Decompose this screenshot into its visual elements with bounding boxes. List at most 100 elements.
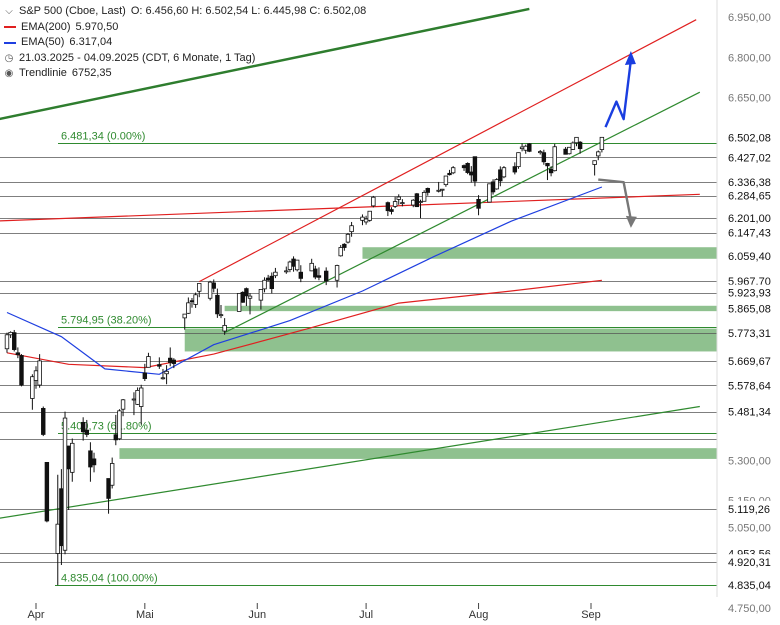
candle-body [197,283,202,292]
candle-body [338,247,343,257]
candle-body [342,243,347,248]
candle-body [258,288,264,301]
projection-down-path [598,178,633,221]
y-tick-label: 4.750,00 [728,603,771,615]
candle-body [371,196,376,207]
candle-body [418,201,423,203]
trend-line [0,193,700,222]
candle-body [450,167,456,174]
y-tick-label: 5.050,00 [728,522,771,534]
price-label: 6.059,40 [728,251,771,263]
y-tick-label: 5.300,00 [728,455,771,467]
price-label-box [724,129,776,145]
ema200-line [6,279,602,369]
candle-body [487,183,492,203]
price-label-box [724,187,776,203]
y-tick-label: 6.650,00 [728,93,771,105]
candle-body [131,398,137,401]
legend-ema50-value: 6.317,04 [69,36,113,48]
candle-body [472,156,478,182]
candle-body [440,188,445,191]
candle-body [596,151,601,157]
candle-body [421,192,427,202]
price-label: 6.427,02 [728,152,771,164]
candle-body [84,429,89,435]
candle-body [411,199,416,206]
price-label-box [724,224,776,240]
price-label: 5.773,31 [728,328,771,340]
legend-trend-row[interactable]: ◉ Trendlinie 6752,35 [4,66,366,82]
candle-body [215,294,220,315]
price-label-box [724,577,776,593]
candle-body [62,417,68,551]
candle-body [193,294,198,305]
legend-ohlc: O: 6.456,60 H: 6.502,54 L: 6.445,98 C: 6… [130,5,367,17]
fib-level-label: 5.794,95 (38.20%) [61,315,152,327]
candle-body [498,169,503,182]
candle-body [120,399,126,410]
price-label-box [724,248,776,264]
chevron-down-icon[interactable]: ⌵ [5,6,13,17]
candle-body [501,167,507,178]
candle-body [240,291,245,303]
candle-body [599,136,605,150]
candle-body [44,461,50,522]
plot-area: 6.481,34 (0.00%) 5.794,95 (38.20%) 5.400,7… [0,7,717,586]
candle-body [548,168,554,174]
candle-body [109,463,115,486]
candle-body [41,408,46,435]
ema50-swatch [4,41,16,44]
price-label-box [724,300,776,316]
candle-body [8,331,13,336]
target-icon: ◉ [4,68,14,79]
candle-body [33,370,39,381]
candle-body [294,259,300,271]
candle-body [146,356,151,368]
candle-body [222,324,227,332]
candle-body [157,364,162,367]
candle-body [287,261,293,270]
candle-body [567,146,572,155]
candle-body [349,225,354,233]
candle-body [265,277,271,281]
plot-content: 6.481,34 (0.00%) 5.794,95 (38.20%) 5.400,7… [0,7,717,586]
candle-body [538,151,543,154]
projection-up-path [604,59,633,128]
candle-body [80,421,86,433]
candle-body [519,146,525,150]
price-label-box [724,377,776,393]
candle-body [138,387,144,407]
price-label: 4.835,04 [728,580,771,592]
price-label: 6.147,43 [728,228,771,240]
candle-body [389,209,394,212]
trend-line [224,91,701,334]
price-label: 6.201,00 [728,213,771,225]
candle-body [70,442,75,473]
trend-line [0,405,700,519]
legend-ema50-row[interactable]: EMA(50) 6.317,04 [4,35,366,51]
x-tick-label: Jul [359,609,373,621]
candle-body [461,165,467,169]
candle-body [592,160,597,165]
candle-body [425,187,430,193]
candle-body [211,282,216,289]
candle-body [37,360,42,386]
candle-body [577,141,583,150]
candle-body [55,523,60,554]
candle-body [400,202,405,205]
price-label-box [724,173,776,189]
y-tick-label: 6.950,00 [728,12,771,24]
legend-ema200-row[interactable]: EMA(200) 5.970,50 [4,20,366,36]
trend-line [198,19,697,283]
candle-body [236,293,242,312]
candle-body [298,271,304,279]
legend-range-row: ◷ 21.03.2025 - 04.09.2025 (CDT, 6 Monate… [4,51,366,67]
support-zone [224,305,717,312]
price-label-box [724,272,776,288]
candle-body [269,275,274,289]
x-tick-label: Apr [27,609,44,621]
support-zone [362,247,717,259]
price-label-box [724,149,776,165]
candle-body [570,142,576,150]
